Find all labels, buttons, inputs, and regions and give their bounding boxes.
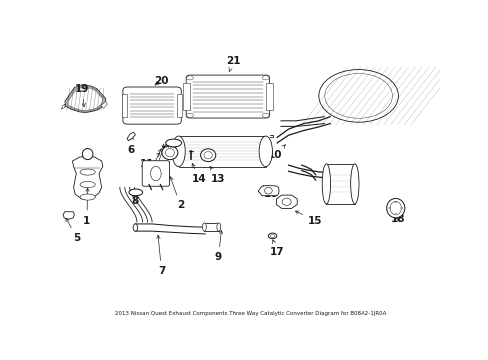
Text: 8: 8 [131,189,139,206]
Ellipse shape [80,181,95,188]
Text: 2013 Nissan Quest Exhaust Components Three Way Catalytic Converter Diagram for B: 2013 Nissan Quest Exhaust Components Thr… [115,311,386,316]
Polygon shape [101,102,107,108]
Text: 16: 16 [263,186,278,199]
Ellipse shape [162,146,178,159]
Text: 21: 21 [226,56,240,72]
Ellipse shape [322,164,330,204]
FancyBboxPatch shape [142,161,169,186]
Ellipse shape [203,152,212,159]
Text: 18: 18 [390,214,405,224]
Ellipse shape [202,223,206,231]
Text: 5: 5 [66,218,81,243]
Polygon shape [258,186,279,195]
Ellipse shape [133,224,138,231]
Ellipse shape [217,223,220,231]
Text: 12: 12 [142,149,161,177]
Ellipse shape [82,149,93,159]
Text: 10: 10 [267,145,285,161]
Ellipse shape [268,233,276,239]
Ellipse shape [350,164,358,204]
Bar [178,136,265,167]
Polygon shape [122,94,127,117]
Ellipse shape [172,136,185,167]
Ellipse shape [262,76,268,80]
Text: 17: 17 [269,240,284,257]
Polygon shape [276,195,297,208]
Text: 11: 11 [140,153,160,169]
Polygon shape [127,132,135,141]
Polygon shape [183,84,189,110]
Ellipse shape [394,213,396,215]
Polygon shape [65,85,105,112]
Text: 3: 3 [83,149,90,165]
Ellipse shape [318,69,398,122]
Ellipse shape [264,187,272,194]
Text: 15: 15 [295,211,322,226]
Ellipse shape [186,113,193,117]
Text: 19: 19 [75,84,89,107]
Ellipse shape [262,113,268,117]
Text: 6: 6 [127,136,135,155]
Polygon shape [176,94,182,117]
Text: 13: 13 [210,166,225,184]
Ellipse shape [386,198,404,218]
Text: 20: 20 [154,76,168,86]
Polygon shape [72,157,102,199]
Text: 9: 9 [214,230,222,262]
Ellipse shape [150,166,161,181]
Ellipse shape [270,234,274,237]
Text: 4: 4 [146,146,164,188]
Ellipse shape [165,139,181,147]
Ellipse shape [259,136,272,167]
Ellipse shape [282,198,290,205]
Bar [326,164,354,204]
Polygon shape [265,84,272,110]
Polygon shape [61,104,65,109]
Ellipse shape [388,207,390,209]
Ellipse shape [200,149,215,162]
Ellipse shape [186,76,193,80]
Ellipse shape [400,207,402,209]
Ellipse shape [80,194,95,200]
Ellipse shape [129,189,142,196]
FancyBboxPatch shape [186,75,269,118]
Ellipse shape [394,201,396,203]
Ellipse shape [80,169,95,175]
Polygon shape [63,212,74,219]
Text: 1: 1 [83,188,90,226]
FancyBboxPatch shape [122,87,181,124]
Bar [204,223,218,231]
Text: 14: 14 [192,163,206,184]
Text: 7: 7 [157,235,165,276]
Ellipse shape [165,149,174,157]
Text: 2: 2 [169,177,184,210]
